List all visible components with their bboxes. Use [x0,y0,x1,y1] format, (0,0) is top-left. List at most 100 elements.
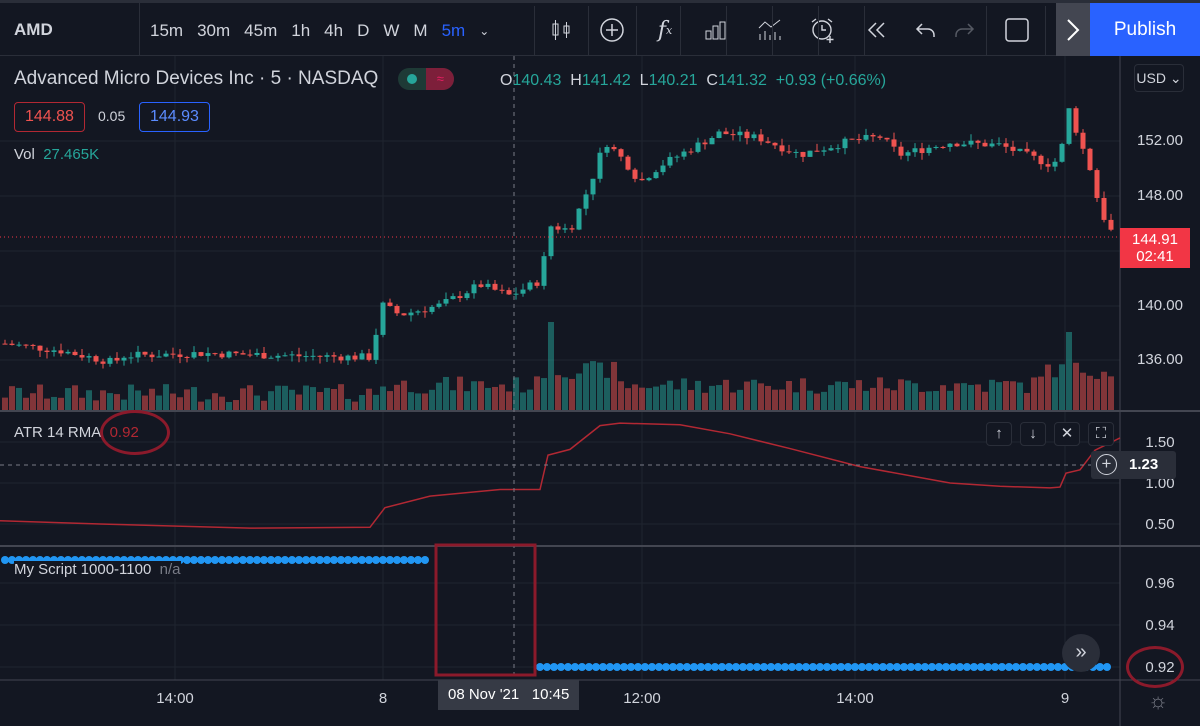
settings-gear-icon[interactable]: ☼ [1148,688,1169,713]
script-dot [725,663,733,671]
candle-body [870,134,876,137]
script-dot [697,663,705,671]
rectangle-icon[interactable] [998,11,1036,49]
candles-icon[interactable] [542,11,580,49]
candle-body [345,355,351,361]
script-dot [309,556,317,564]
buy-price-button[interactable]: 144.93 [139,102,210,132]
script-dot [914,663,922,671]
candle-body [884,137,890,140]
volume-bar [254,395,260,410]
time-tick: 8 [378,690,388,707]
volume-bar [898,379,904,410]
script-dot [781,663,789,671]
scroll-to-realtime-button[interactable]: » [1062,634,1100,672]
chevron-down-icon[interactable]: ⌄ [479,24,490,38]
script-dot [634,663,642,671]
interval-30m[interactable]: 30m [197,21,231,40]
volume-bar [79,397,85,410]
interval-15m[interactable]: 15m [150,21,184,40]
candle-body [723,131,729,135]
volume-bar [1073,362,1079,410]
script-dot [788,663,796,671]
script-dot [711,663,719,671]
publish-button[interactable]: Publish [1090,3,1200,56]
maximize-icon[interactable]: ⛶ [1088,422,1114,446]
move-down-icon[interactable]: ↓ [1020,422,1046,446]
volume-bar [282,385,288,410]
symbol-title[interactable]: Advanced Micro Devices Inc · 5 · NASDAQ [14,68,379,89]
chevron-right-icon[interactable] [1056,3,1090,56]
time-tick: 14:00 [156,690,194,707]
script-dot [767,663,775,671]
script-dot [400,556,408,564]
replay-icon[interactable] [858,11,896,49]
candle-body [800,151,806,157]
script-dot [239,556,247,564]
script-dot [837,663,845,671]
volume-bar [527,389,533,410]
interval-d[interactable]: D [357,21,370,40]
candle-body [786,151,792,153]
volume-bar [23,397,29,410]
sell-price-button[interactable]: 144.88 [14,102,85,132]
script-dot [1096,663,1104,671]
script-dot [886,663,894,671]
script-legend[interactable]: My Script 1000-1100 n/a [14,561,181,578]
currency-select[interactable]: USD ⌄ [1134,64,1184,92]
candle-body [485,283,491,287]
symbol-search[interactable]: AMD [0,3,140,56]
volume-bar [65,388,71,410]
candle-body [184,356,190,358]
volume-bar [975,384,981,410]
candle-body [401,313,407,316]
redo-icon[interactable] [945,11,983,49]
volume-bar [751,379,757,410]
script-dot [823,663,831,671]
alarm-add-icon[interactable] [804,11,842,49]
interval-w[interactable]: W [383,21,400,40]
script-dot [281,556,289,564]
candle-body [478,284,484,287]
script-dot [1019,663,1027,671]
interval-45m[interactable]: 45m [244,21,278,40]
volume-bar [765,385,771,410]
close-icon[interactable]: ✕ [1054,422,1080,446]
move-up-icon[interactable]: ↑ [986,422,1012,446]
script-dot [963,663,971,671]
volume-bar [345,398,351,410]
volume-bar [709,385,715,410]
interval-1h[interactable]: 1h [291,21,311,40]
candle-body [23,344,29,346]
candle-body [1073,108,1079,133]
volume-bar [891,390,897,410]
spread-value: 0.05 [98,108,126,124]
time-tick: 12:00 [623,690,661,707]
undo-icon[interactable] [907,11,945,49]
volume-bar [723,379,729,410]
annotation-ellipse [100,410,170,455]
add-circle-icon[interactable]: + [1096,454,1117,475]
templates-icon[interactable] [751,11,789,49]
candle-body [912,148,918,153]
candle-body [751,134,757,139]
volume-bar [681,378,687,410]
script-dot [183,556,191,564]
volume-bar [310,387,316,410]
market-status-toggle[interactable]: ≈ [398,68,455,90]
volume-bar [779,389,785,410]
compare-bars-icon[interactable] [697,11,735,49]
script-dot [225,556,233,564]
add-circle-icon[interactable] [593,11,631,49]
candle-body [128,357,134,359]
interval-5m-active[interactable]: 5m [441,21,466,40]
interval-m[interactable]: M [413,21,428,40]
volume-bar [394,384,400,410]
volume-bar [611,361,617,410]
interval-4h[interactable]: 4h [324,21,344,40]
script-dot [1040,663,1048,671]
candle-body [30,344,36,346]
